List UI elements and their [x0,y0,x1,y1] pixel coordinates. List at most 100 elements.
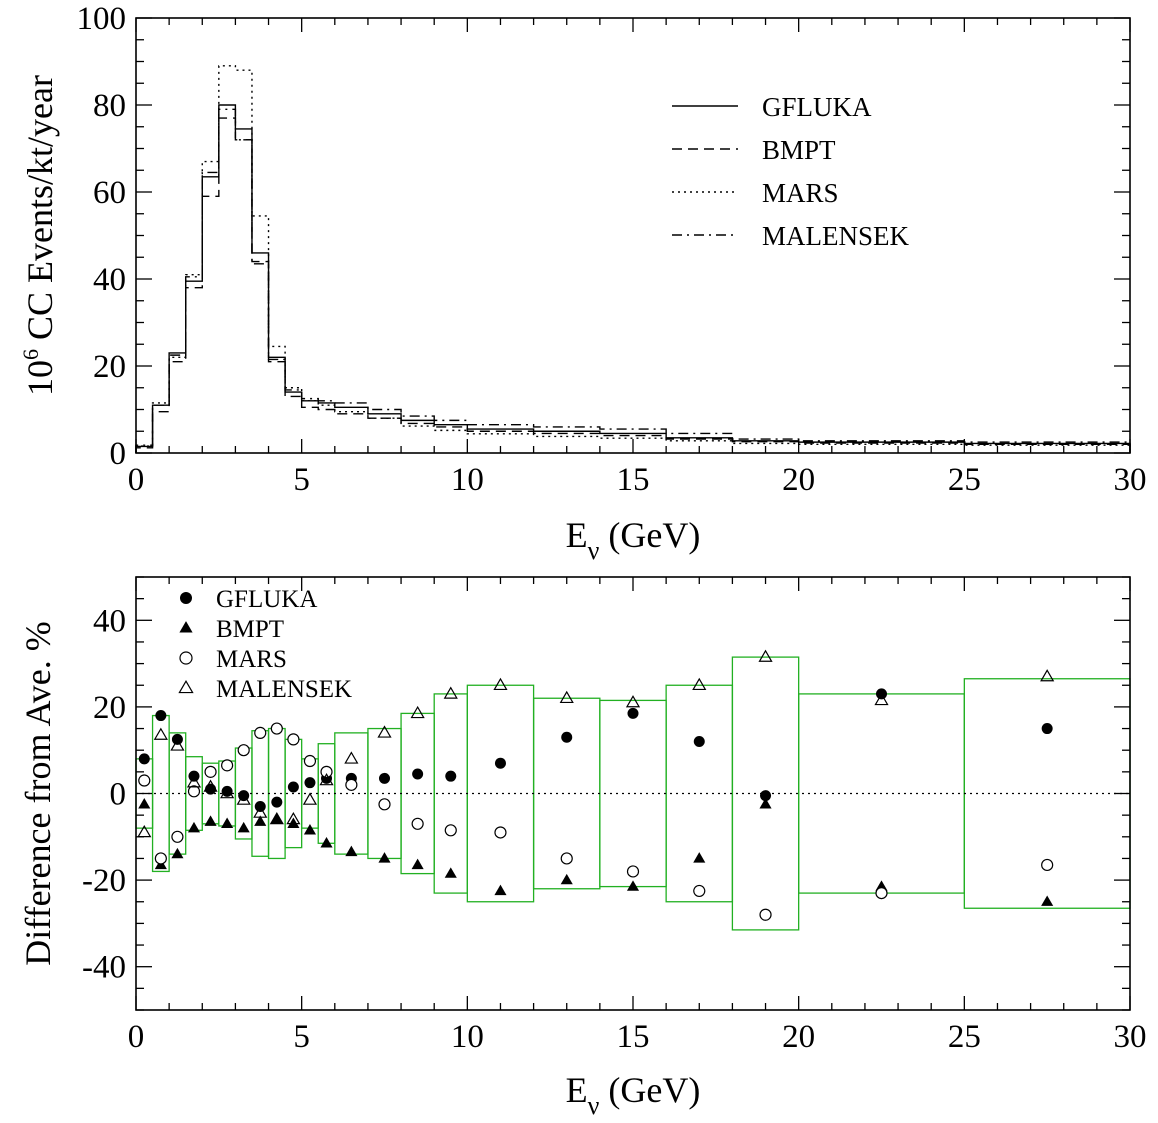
point-bmpt [303,824,316,835]
legend-label-bmpt: BMPT [216,616,284,643]
point-malensek [625,695,641,708]
top-x-tick-label: 10 [451,462,484,498]
point-malensek [443,686,458,699]
point-malensek [1040,669,1055,682]
legend-marker-malensek [178,679,194,694]
point-malensek [410,705,425,719]
bottom-y-tick-label: 20 [93,690,126,726]
point-bmpt [1041,895,1054,906]
point-mars [204,765,217,778]
legend-marker-mars [179,651,193,665]
point-mars [254,726,267,739]
point-bmpt [171,847,184,859]
point-gfluka [271,796,283,808]
legend-label-mars: MARS [216,646,287,673]
point-bmpt [345,845,358,857]
point-malensek [253,805,268,818]
bottom-legend: GFLUKA BMPT MARS MALENSEK [178,586,352,703]
spread-box [251,730,270,857]
top-x-tick-label: 15 [617,462,650,498]
bottom-axis-ticks: 0 5 10 15 20 25 30 -40 -20 0 20 40 [82,576,1147,1055]
bottom-y-tick-label: 0 [110,777,127,813]
point-malensek [344,751,359,764]
spread-box [267,727,286,860]
point-malensek [286,812,301,825]
point-malensek [319,773,334,786]
point-gfluka [412,768,424,780]
top-x-tick-label: 5 [293,462,310,498]
point-malensek [203,779,218,792]
bottom-chart: 0 5 10 15 20 25 30 -40 -20 0 20 40 GFLUKA BMPT MARS MA… [18,576,1147,1120]
top-y-tick-label: 60 [93,175,126,211]
point-mars [494,826,507,839]
legend-label-gfluka: GFLUKA [216,586,317,613]
point-gfluka [561,731,573,743]
bottom-x-tick-label: 0 [128,1019,145,1055]
point-mars [411,817,424,830]
point-gfluka [1041,723,1053,735]
spread-box [367,727,402,860]
point-mars [154,852,167,865]
bottom-y-tick-label: -40 [82,950,126,986]
point-gfluka [494,757,506,769]
point-malensek [559,690,574,704]
point-gfluka [445,770,457,782]
point-gfluka [693,736,705,748]
point-bmpt [254,815,267,826]
point-bmpt [237,821,250,833]
point-malensek [493,677,508,691]
spread-box [334,732,369,855]
point-bmpt [187,821,201,833]
bottom-x-tick-label: 15 [617,1019,650,1055]
bottom-x-tick-label: 25 [948,1019,981,1055]
point-mars [560,852,573,865]
bottom-markers [137,649,1055,921]
point-bmpt [204,815,217,826]
bottom-x-tick-label: 30 [1114,1019,1147,1055]
legend-label-mars: MARS [762,178,839,208]
point-mars [759,908,772,921]
legend-label-malensek: MALENSEK [762,221,909,251]
bottom-x-axis-title: Eν (GeV) [566,1070,701,1120]
point-mars [444,824,457,837]
bottom-x-tick-label: 5 [293,1019,310,1055]
top-x-tick-label: 0 [128,462,145,498]
point-bmpt [444,867,457,878]
point-mars [626,865,640,878]
legend-marker-gfluka [180,592,192,604]
histogram-bmpt [135,117,1131,453]
point-mars [287,733,300,746]
point-mars [693,884,706,898]
point-malensek [692,677,707,691]
top-x-axis-title: Eν (GeV) [566,515,701,565]
top-histograms [135,65,1131,453]
top-chart: 0 5 10 15 20 25 30 0 20 40 60 80 100 GFLUKA BMPT MARS M… [18,1,1147,565]
point-mars [171,830,184,843]
point-bmpt [378,852,391,863]
point-malensek [236,792,251,805]
top-y-tick-label: 0 [110,436,127,472]
histogram-mars [135,65,1131,453]
point-malensek [186,775,202,788]
point-mars [270,722,283,735]
point-gfluka [155,710,167,722]
top-x-tick-label: 30 [1114,462,1147,498]
point-malensek [153,727,168,740]
point-bmpt [560,873,573,885]
top-legend: GFLUKA BMPT MARS MALENSEK [672,92,909,251]
legend-label-bmpt: BMPT [762,135,836,165]
point-malensek [302,792,318,805]
point-malensek [170,738,185,751]
top-axis-ticks: 0 5 10 15 20 25 30 0 20 40 60 80 100 [77,1,1147,498]
point-mars [303,754,317,768]
top-x-tick-label: 25 [948,462,981,498]
point-mars [345,778,358,791]
point-gfluka [304,777,316,789]
point-bmpt [494,884,507,896]
top-y-tick-label: 100 [77,1,127,37]
spread-box [466,684,535,903]
point-bmpt [759,798,772,809]
point-mars [221,759,234,772]
point-bmpt [626,880,640,891]
